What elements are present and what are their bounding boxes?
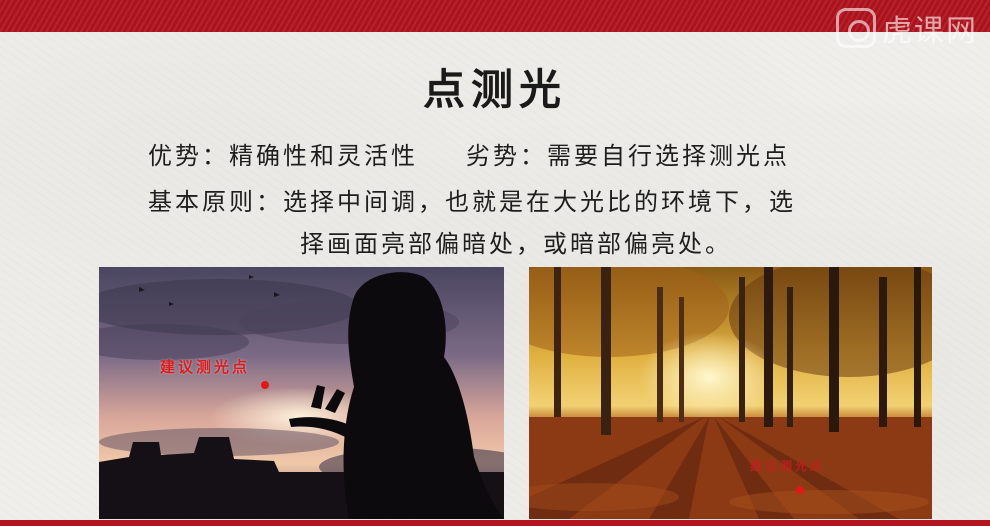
advantage-text: 精确性和灵活性: [229, 142, 418, 170]
pros-cons-line: 优势：精确性和灵活性 劣势：需要自行选择测光点: [148, 136, 790, 171]
disadvantage-label: 劣势：: [466, 142, 547, 170]
slide-title: 点测光: [422, 65, 567, 114]
meter-point-dot: [796, 486, 804, 494]
principle-line-1: 基本原则：选择中间调，也就是在大光比的环境下，选: [148, 188, 796, 216]
suggested-meter-point-label: 建议测光点: [160, 358, 251, 376]
top-red-band: [0, 0, 990, 32]
watermark-text: 虎课网: [882, 14, 978, 49]
principle-line-2: 择画面亮部偏暗处，或暗部偏亮处。: [300, 230, 732, 258]
meter-point-dot: [261, 381, 269, 389]
watermark-logo-icon: [836, 8, 876, 48]
bottom-red-band: [0, 520, 990, 526]
disadvantage-text: 需要自行选择测光点: [547, 142, 790, 170]
silhouette-sunset-photo: [99, 267, 504, 519]
suggested-meter-point-label: 建议测光点: [750, 459, 826, 473]
watermark: 虎课网: [836, 6, 978, 50]
autumn-forest-photo: [529, 267, 932, 519]
advantage-label: 优势：: [148, 142, 229, 170]
